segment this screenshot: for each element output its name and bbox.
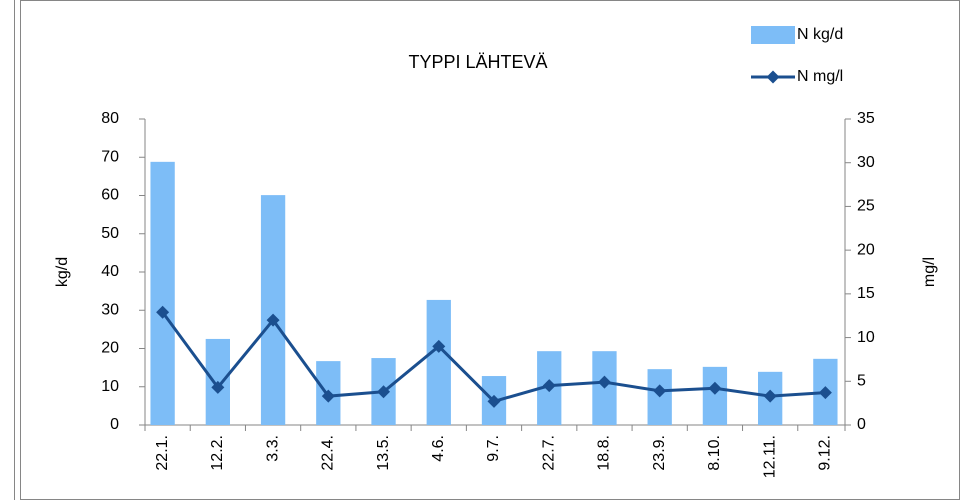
x-tick-label: 13.5.: [375, 435, 392, 471]
marker: [377, 385, 391, 399]
x-tick-label: 12.2.: [209, 435, 226, 471]
bar: [150, 161, 175, 425]
x-tick-label: 23.9.: [651, 435, 668, 471]
x-tick-label: 9.7.: [485, 435, 502, 462]
y2-tick-label: 25: [857, 198, 875, 215]
y-tick-label: 70: [101, 148, 119, 165]
marker: [763, 389, 777, 403]
marker: [156, 305, 170, 319]
y2-tick-label: 35: [857, 110, 875, 127]
y-tick-label: 40: [101, 263, 119, 280]
marker: [266, 313, 280, 327]
x-tick-label: 22.1.: [154, 435, 171, 471]
marker: [487, 394, 501, 408]
y-tick-label: 80: [101, 110, 119, 127]
bar: [260, 195, 286, 425]
x-tick-label: 9.12.: [817, 435, 834, 471]
y2-tick-label: 0: [857, 416, 866, 433]
x-tick-label: 22.4.: [320, 435, 337, 471]
legend-label: N mg/l: [797, 68, 843, 85]
y2-tick-label: 10: [857, 329, 875, 346]
marker: [542, 379, 556, 393]
y-tick-label: 10: [101, 378, 119, 395]
marker: [432, 339, 446, 353]
x-tick-label: 8.10.: [706, 435, 723, 471]
bar: [702, 366, 728, 425]
y2-tick-label: 5: [857, 373, 866, 390]
y-tick-label: 30: [101, 301, 119, 318]
x-tick-label: 22.7.: [540, 435, 557, 471]
marker: [321, 389, 335, 403]
y-tick-label: 20: [101, 340, 119, 357]
marker: [818, 386, 832, 400]
y-axis-label: kg/d: [54, 257, 71, 287]
legend-marker: [766, 70, 780, 84]
x-tick-label: 12.11.: [761, 435, 778, 478]
legend-swatch: [751, 26, 795, 44]
x-tick-label: 4.6.: [430, 435, 447, 462]
x-tick-label: 18.8.: [596, 435, 613, 471]
marker: [653, 384, 667, 398]
y2-tick-label: 20: [857, 241, 875, 258]
y2-tick-label: 15: [857, 285, 875, 302]
bar: [426, 299, 451, 425]
marker: [597, 375, 611, 389]
marker: [211, 380, 225, 394]
y-tick-label: 50: [101, 225, 119, 242]
y-tick-label: 60: [101, 187, 119, 204]
y2-tick-label: 30: [857, 154, 875, 171]
chart-title: TYPPI LÄHTEVÄ: [408, 52, 547, 72]
x-tick-label: 3.3.: [264, 435, 281, 462]
y-tick-label: 0: [110, 416, 119, 433]
marker: [708, 381, 722, 395]
y2-axis-label: mg/l: [921, 257, 938, 287]
legend-label: N kg/d: [797, 26, 843, 43]
